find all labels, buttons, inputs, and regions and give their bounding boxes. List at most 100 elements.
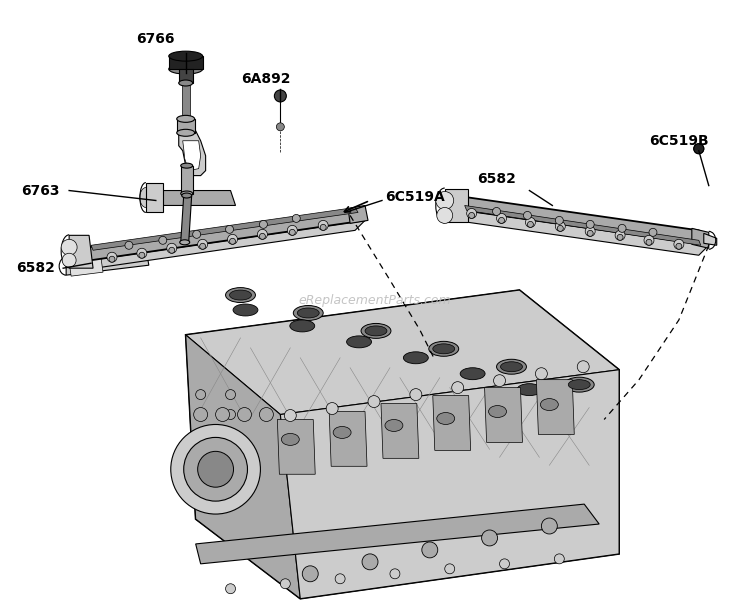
Ellipse shape xyxy=(290,320,315,332)
Ellipse shape xyxy=(293,306,323,320)
Circle shape xyxy=(171,424,260,514)
Circle shape xyxy=(109,256,115,262)
Polygon shape xyxy=(69,235,93,268)
Polygon shape xyxy=(186,290,619,599)
Polygon shape xyxy=(280,370,619,599)
Ellipse shape xyxy=(182,193,192,198)
Circle shape xyxy=(62,253,76,267)
Circle shape xyxy=(618,224,626,232)
Polygon shape xyxy=(454,211,709,255)
Ellipse shape xyxy=(460,368,485,379)
Circle shape xyxy=(230,238,236,245)
Circle shape xyxy=(159,237,166,245)
Ellipse shape xyxy=(169,64,202,74)
Circle shape xyxy=(226,584,236,594)
Circle shape xyxy=(318,221,328,230)
Ellipse shape xyxy=(541,399,558,410)
Ellipse shape xyxy=(361,323,391,338)
Polygon shape xyxy=(181,195,192,242)
Circle shape xyxy=(198,452,233,487)
Circle shape xyxy=(436,208,453,224)
Ellipse shape xyxy=(181,163,193,168)
Circle shape xyxy=(193,230,201,238)
Ellipse shape xyxy=(177,115,195,123)
Circle shape xyxy=(260,233,266,239)
Ellipse shape xyxy=(233,304,258,316)
Circle shape xyxy=(335,573,345,584)
Circle shape xyxy=(469,213,475,219)
Text: 6C519B: 6C519B xyxy=(649,134,709,148)
Circle shape xyxy=(617,234,623,240)
Polygon shape xyxy=(484,387,523,442)
Circle shape xyxy=(287,225,297,235)
Circle shape xyxy=(194,408,208,421)
Circle shape xyxy=(482,530,497,546)
Circle shape xyxy=(276,123,284,131)
Text: 6A892: 6A892 xyxy=(241,72,290,86)
Circle shape xyxy=(422,542,438,558)
Circle shape xyxy=(445,564,454,573)
Ellipse shape xyxy=(226,288,256,302)
Text: eReplacementParts.com: eReplacementParts.com xyxy=(298,294,452,307)
Circle shape xyxy=(674,239,684,249)
Circle shape xyxy=(166,243,177,253)
Ellipse shape xyxy=(365,326,387,336)
Polygon shape xyxy=(186,335,300,599)
Ellipse shape xyxy=(177,129,195,136)
Circle shape xyxy=(184,437,248,501)
Circle shape xyxy=(555,216,563,224)
Polygon shape xyxy=(692,229,709,248)
Circle shape xyxy=(226,410,236,419)
Polygon shape xyxy=(183,141,201,171)
Circle shape xyxy=(257,229,268,239)
Polygon shape xyxy=(704,233,717,245)
Circle shape xyxy=(557,225,563,232)
Polygon shape xyxy=(146,182,163,213)
Polygon shape xyxy=(454,195,709,245)
Circle shape xyxy=(499,217,505,224)
Ellipse shape xyxy=(140,187,152,208)
Circle shape xyxy=(615,230,625,240)
Circle shape xyxy=(196,410,206,419)
Polygon shape xyxy=(348,206,368,224)
Polygon shape xyxy=(182,83,190,121)
Circle shape xyxy=(227,234,238,245)
Ellipse shape xyxy=(404,352,428,363)
Polygon shape xyxy=(278,419,315,474)
Polygon shape xyxy=(433,395,471,450)
Polygon shape xyxy=(186,290,619,415)
Polygon shape xyxy=(196,504,599,564)
Circle shape xyxy=(139,253,145,258)
Polygon shape xyxy=(81,211,365,260)
Ellipse shape xyxy=(346,336,371,348)
Circle shape xyxy=(137,248,147,258)
Ellipse shape xyxy=(568,379,590,390)
Ellipse shape xyxy=(178,80,193,86)
Polygon shape xyxy=(169,56,202,69)
Ellipse shape xyxy=(281,434,299,445)
Polygon shape xyxy=(536,379,574,434)
Circle shape xyxy=(326,403,338,415)
Ellipse shape xyxy=(385,419,403,431)
Polygon shape xyxy=(69,258,103,276)
Circle shape xyxy=(496,213,506,224)
Circle shape xyxy=(200,243,206,249)
Polygon shape xyxy=(465,206,700,245)
Circle shape xyxy=(107,253,117,262)
Polygon shape xyxy=(381,403,419,458)
Circle shape xyxy=(585,226,596,237)
Circle shape xyxy=(215,408,229,421)
Circle shape xyxy=(526,217,536,227)
Circle shape xyxy=(292,214,300,222)
Polygon shape xyxy=(66,248,148,275)
Circle shape xyxy=(493,208,500,216)
Circle shape xyxy=(694,144,703,154)
Ellipse shape xyxy=(180,240,190,245)
Circle shape xyxy=(587,230,593,237)
Ellipse shape xyxy=(488,405,506,418)
Ellipse shape xyxy=(230,290,251,300)
Polygon shape xyxy=(178,131,206,176)
Text: 6582: 6582 xyxy=(16,261,56,275)
Circle shape xyxy=(226,390,236,400)
Ellipse shape xyxy=(496,359,526,374)
